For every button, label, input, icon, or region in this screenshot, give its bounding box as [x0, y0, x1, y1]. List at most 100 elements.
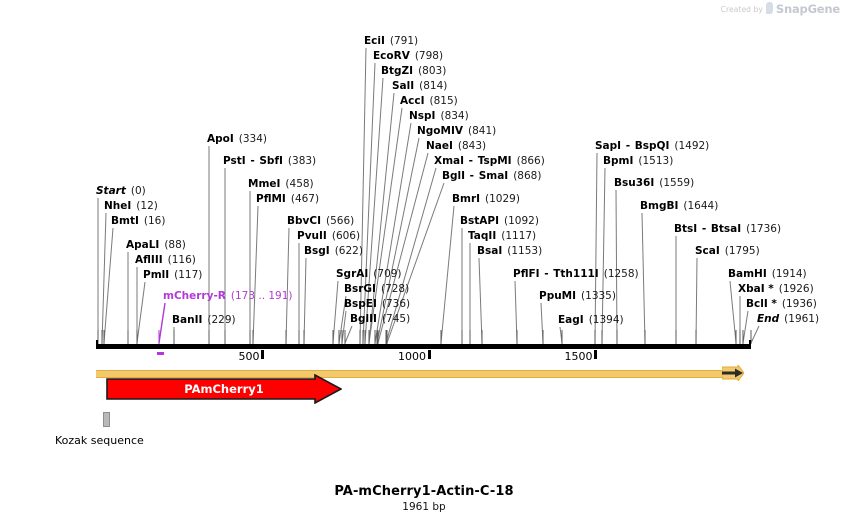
enzyme-name-secondary: BspQI — [634, 140, 670, 152]
restriction-site-label[interactable]: BclI * (1936) — [746, 299, 817, 310]
restriction-site-label[interactable]: PpuMI (1335) — [539, 291, 616, 302]
enzyme-name: PflFI — [513, 268, 540, 280]
restriction-site-label[interactable]: SapI - BspQI (1492) — [595, 141, 709, 152]
site-leader-line — [338, 295, 347, 344]
restriction-site-label[interactable]: PvuII (606) — [297, 231, 360, 242]
restriction-site-label[interactable]: PflMI (467) — [256, 194, 319, 205]
restriction-site-label[interactable]: ApaLI (88) — [126, 240, 186, 251]
enzyme-name: ScaI — [695, 245, 720, 257]
ruler-tick-label: 500 — [238, 350, 260, 363]
enzyme-name: BbvCI — [287, 215, 321, 227]
orf-bar[interactable] — [96, 370, 724, 378]
enzyme-name: BglI — [442, 170, 466, 182]
enzyme-name: BtsI — [674, 223, 698, 235]
site-position: (814) — [419, 80, 448, 92]
restriction-site-label[interactable]: BsaI (1153) — [477, 246, 542, 257]
restriction-site-label[interactable]: AflIII (116) — [135, 255, 196, 266]
restriction-site-label[interactable]: BamHI (1914) — [728, 269, 807, 280]
site-position: (334) — [238, 133, 267, 145]
enzyme-name: BanII — [172, 314, 203, 326]
restriction-site-label[interactable]: XmaI - TspMI (866) — [434, 156, 545, 167]
restriction-site-label[interactable]: BbvCI (566) — [287, 216, 354, 227]
enzyme-name: NgoMIV — [417, 125, 463, 137]
restriction-site-label[interactable]: PmlI (117) — [143, 270, 202, 281]
enzyme-separator: - — [540, 268, 553, 280]
restriction-site-label[interactable]: BtgZI (803) — [381, 66, 446, 77]
restriction-site-label[interactable]: BmrI (1029) — [452, 194, 520, 205]
site-position: (1394) — [588, 314, 624, 326]
restriction-site-label[interactable]: BanII (229) — [172, 315, 236, 326]
restriction-site-label[interactable]: BspEI (736) — [344, 299, 410, 310]
enzyme-name: EagI — [558, 314, 584, 326]
mcherry-r-feature-tick[interactable] — [157, 352, 164, 355]
restriction-site-label[interactable]: TaqII (1117) — [468, 231, 536, 242]
enzyme-name: XbaI * — [738, 283, 774, 295]
restriction-site-label[interactable]: End (1961) — [757, 314, 819, 325]
restriction-site-label[interactable]: Bsu36I (1559) — [614, 178, 694, 189]
restriction-site-label[interactable]: BtsI - BtsaI (1736) — [674, 224, 781, 235]
enzyme-name: PflMI — [256, 193, 286, 205]
restriction-site-label[interactable]: BmgBI (1644) — [640, 201, 718, 212]
restriction-site-label[interactable]: EciI (791) — [364, 36, 418, 47]
restriction-site-label[interactable]: NheI (12) — [104, 201, 158, 212]
restriction-site-label[interactable]: EcoRV (798) — [373, 51, 443, 62]
restriction-site-label[interactable]: XbaI * (1926) — [738, 284, 814, 295]
plasmid-title: PA-mCherry1-Actin-C-18 — [334, 484, 514, 499]
restriction-site-label[interactable]: ScaI (1795) — [695, 246, 760, 257]
site-position: (1492) — [674, 140, 710, 152]
ruler-start-cap — [96, 340, 98, 349]
enzyme-name: End — [757, 313, 780, 325]
site-position: (606) — [331, 230, 361, 242]
restriction-site-label[interactable]: BmtI (16) — [111, 216, 165, 227]
restriction-site-label[interactable]: mCherry-R (173 .. 191) — [163, 291, 293, 302]
kozak-sequence-marker[interactable] — [103, 412, 110, 427]
restriction-site-label[interactable]: NaeI (843) — [426, 141, 486, 152]
enzyme-name: TaqII — [468, 230, 497, 242]
enzyme-name: ApoI — [207, 133, 234, 145]
plasmid-length: 1961 bp — [402, 501, 446, 513]
restriction-site-label[interactable]: PflFI - Tth111I (1258) — [513, 269, 639, 280]
restriction-site-label[interactable]: AccI (815) — [400, 96, 458, 107]
site-position: (116) — [167, 254, 196, 266]
site-position: (1936) — [781, 298, 817, 310]
restriction-site-label[interactable]: BpmI (1513) — [603, 156, 673, 167]
restriction-site-label[interactable]: BglII (745) — [350, 314, 410, 325]
site-leader-line — [359, 47, 367, 344]
pamcherry1-feature-arrow[interactable] — [106, 374, 342, 404]
enzyme-name-secondary: Tth111I — [553, 268, 599, 280]
site-position: (0) — [130, 185, 146, 197]
restriction-site-label[interactable]: SgrAI (709) — [336, 269, 402, 280]
restriction-site-label[interactable]: NspI (834) — [409, 111, 469, 122]
snapgene-brand-label: SnapGene — [775, 2, 840, 16]
site-position: (1092) — [504, 215, 539, 227]
enzyme-name: BsaI — [477, 245, 503, 257]
site-leader-line — [750, 325, 760, 344]
restriction-site-label[interactable]: NgoMIV (841) — [417, 126, 496, 137]
restriction-site-label[interactable]: BglI - SmaI (868) — [442, 171, 541, 182]
enzyme-separator: - — [698, 223, 710, 235]
restriction-site-label[interactable]: Start (0) — [96, 186, 146, 197]
restriction-site-label[interactable]: MmeI (458) — [248, 179, 314, 190]
site-position: (1559) — [659, 177, 695, 189]
site-position: (1258) — [603, 268, 639, 280]
ruler-tick-mark — [427, 350, 431, 359]
restriction-site-label[interactable]: BsrGI (728) — [344, 284, 409, 295]
site-leader-line — [641, 212, 646, 344]
enzyme-name: PvuII — [297, 230, 327, 242]
restriction-site-label[interactable]: BstAPI (1092) — [460, 216, 539, 227]
site-leader-line — [374, 122, 412, 344]
restriction-site-label[interactable]: PstI - SbfI (383) — [223, 156, 316, 167]
enzyme-name: BsrGI — [344, 283, 376, 295]
restriction-site-label[interactable]: BsgI (622) — [304, 246, 363, 257]
snapgene-logo-icon — [765, 2, 773, 14]
site-position: (803) — [418, 65, 447, 77]
site-position: (1029) — [485, 193, 520, 205]
restriction-site-label[interactable]: EagI (1394) — [558, 315, 624, 326]
site-leader-line — [158, 302, 166, 344]
enzyme-name: mCherry-R — [163, 290, 226, 302]
restriction-site-label[interactable]: ApoI (334) — [207, 134, 267, 145]
site-leader-line — [136, 281, 146, 344]
enzyme-name: NaeI — [426, 140, 453, 152]
site-leader-line — [385, 167, 437, 344]
restriction-site-label[interactable]: SalI (814) — [392, 81, 447, 92]
